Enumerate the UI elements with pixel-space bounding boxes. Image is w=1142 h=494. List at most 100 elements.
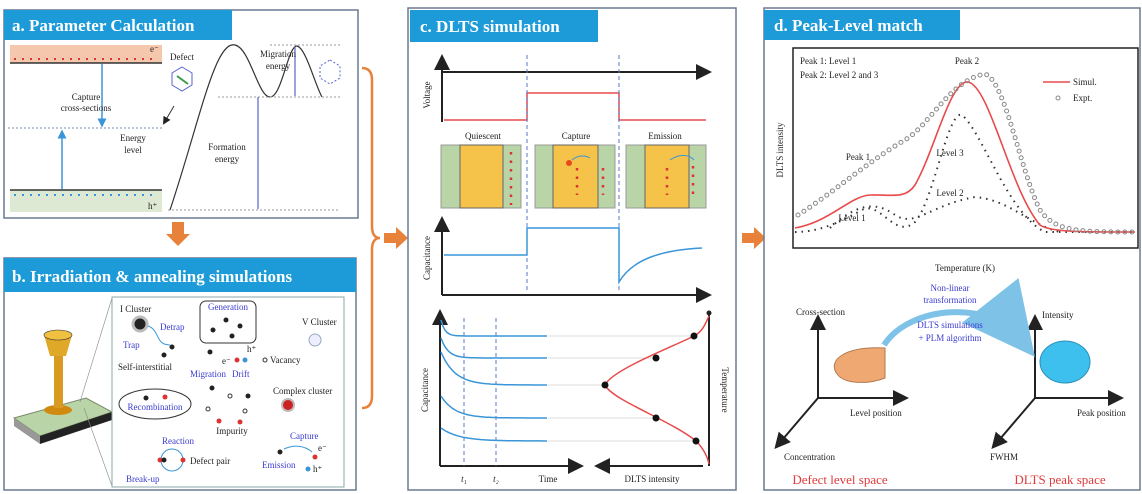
expt-point	[852, 171, 858, 177]
expt-point	[964, 78, 970, 84]
electron-label-b2: e⁻	[318, 443, 327, 453]
expt-point	[886, 147, 892, 153]
panel-b-title-bar	[4, 258, 356, 292]
peak-position-axis-label: Peak position	[1077, 408, 1126, 418]
expt-point	[989, 76, 995, 82]
expt-point	[1101, 229, 1107, 235]
panel-peak-level-match: d. Peak-Level match Peak 1: Level 1 Peak…	[763, 7, 1141, 491]
panel-d-title: d. Peak-Level match	[774, 16, 923, 35]
radiation-source-icon	[44, 405, 72, 415]
arrow-c-to-d	[742, 227, 766, 249]
formation-energy-label: energy	[215, 154, 240, 164]
junction-diagram-quiescent	[440, 144, 522, 209]
drift-label: Drift	[232, 369, 250, 379]
complex-cluster-label: Complex cluster	[273, 386, 332, 396]
expt-point	[1059, 224, 1065, 230]
generation-box	[199, 300, 257, 344]
panel-irradiation-annealing: b. Irradiation & annealing simulations I…	[3, 257, 357, 491]
expt-point	[880, 151, 886, 157]
expt-point	[829, 188, 835, 194]
dlts-sample-point	[690, 332, 698, 340]
capacitance-axis-label: Capacitance	[422, 236, 432, 280]
voltage-pulse	[444, 92, 706, 121]
conduction-band	[10, 45, 162, 63]
expt-point	[801, 208, 807, 214]
expt-point	[824, 192, 830, 198]
concentration-axis-label: Concentration	[784, 452, 835, 462]
expt-point	[841, 180, 847, 186]
formation-label: Formation	[208, 142, 246, 152]
dlts-intensity-axis-label: DLTS intensity	[625, 474, 680, 484]
dlts-peak-space-axes: Intensity Peak position FWHM DLTS peak s…	[990, 310, 1126, 487]
dlts-sample-point	[652, 414, 660, 422]
experimental-spectrum	[795, 72, 1135, 235]
migration-label-b: Migration	[190, 369, 226, 379]
expt-point	[958, 82, 964, 88]
plm-algorithm-label: + PLM algorithm	[918, 333, 981, 343]
expt-point	[904, 136, 910, 142]
trap-label: Trap	[123, 340, 140, 350]
i-cluster-label: I Cluster	[120, 304, 151, 314]
capture-label: Capture	[72, 92, 101, 102]
level-position-axis-label: Level position	[850, 408, 902, 418]
defect-level-space-label: Defect level space	[792, 472, 888, 487]
valence-band	[10, 190, 162, 212]
capture-label-b: Capture	[290, 431, 319, 441]
panel-dlts-simulation: c. DLTS simulation Voltage Quiescent Cap…	[407, 7, 737, 491]
recombination-label: Recombination	[128, 402, 183, 412]
peak1-assignment: Peak 1: Level 1	[800, 56, 856, 66]
expt-point	[1010, 128, 1016, 134]
voltage-axis-label: Voltage	[422, 81, 432, 108]
expt-point	[892, 143, 898, 149]
migration-label: Migration	[260, 49, 296, 59]
capacitance-transients-family	[440, 319, 696, 442]
expt-point	[1008, 121, 1014, 127]
level1-label: Level 1	[838, 213, 865, 223]
panel-d-title-bar	[764, 10, 960, 40]
expt-point	[984, 72, 990, 78]
impurity-label: Impurity	[216, 426, 248, 436]
transformation-label: transformation	[924, 295, 977, 305]
expt-point	[1042, 213, 1048, 219]
expt-point	[795, 212, 801, 218]
defect-parameter-region	[833, 347, 886, 383]
expt-point	[874, 155, 880, 161]
generation-label: Generation	[208, 302, 248, 312]
legend-expt-label: Expt.	[1073, 93, 1092, 103]
expt-point	[1020, 161, 1026, 167]
expt-point	[933, 106, 939, 112]
expt-point	[835, 184, 841, 190]
hole-label-b2: h⁺	[313, 464, 323, 474]
migration-energy-label: energy	[266, 61, 291, 71]
cross-section-axis-label: Cross-section	[796, 307, 845, 317]
dlts-peak-region	[1039, 340, 1091, 384]
t1-label: t₁	[461, 474, 467, 484]
expt-point	[1073, 227, 1079, 233]
panel-c-title: c. DLTS simulation	[420, 17, 560, 36]
expt-point	[1004, 108, 1010, 114]
expt-point	[1115, 229, 1121, 235]
reaction-label: Reaction	[162, 436, 194, 446]
expt-point	[1012, 135, 1018, 141]
panel-b-title: b. Irradiation & annealing simulations	[12, 267, 292, 286]
simulation-detail-box	[111, 296, 345, 488]
energy-label: Energy	[120, 133, 146, 143]
panel-parameter-calculation: a. Parameter Calculation e⁻ h⁺ Capture c…	[3, 9, 359, 219]
expt-point	[869, 159, 875, 165]
expt-point	[818, 196, 824, 202]
expt-point	[898, 139, 904, 145]
dlts-sample-point	[692, 437, 700, 445]
level3-label: Level 3	[936, 148, 964, 158]
panel-c-title-bar	[410, 10, 598, 42]
expt-point	[807, 204, 813, 210]
expt-point	[1129, 229, 1135, 235]
y-axis-label: DLTS intensity	[775, 122, 785, 177]
vacancy-label: Vacancy	[270, 355, 301, 365]
expt-point	[1108, 229, 1114, 235]
capacitance-transient	[444, 227, 703, 285]
expt-point	[996, 88, 1002, 94]
junction-diagram-capture	[534, 144, 616, 209]
expt-point	[993, 82, 999, 88]
